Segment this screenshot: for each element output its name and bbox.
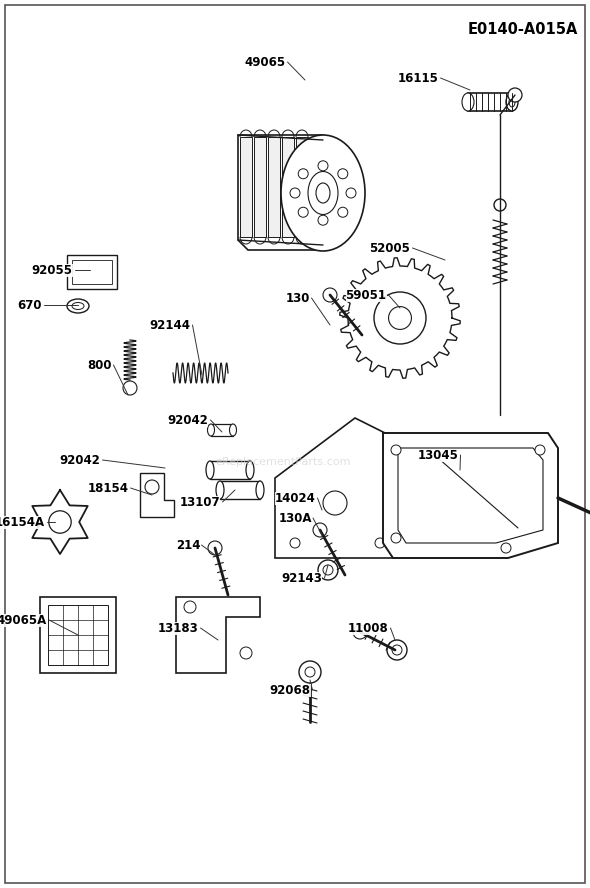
Text: 16154A: 16154A [0, 516, 45, 528]
Text: 92042: 92042 [60, 454, 100, 466]
Text: 49065A: 49065A [0, 614, 47, 627]
Circle shape [391, 533, 401, 543]
Circle shape [338, 169, 348, 178]
Circle shape [389, 306, 411, 329]
Text: 59051: 59051 [346, 289, 386, 302]
Circle shape [391, 445, 401, 455]
Text: 214: 214 [176, 538, 200, 551]
Text: 92143: 92143 [281, 572, 323, 584]
Circle shape [392, 645, 402, 655]
Text: 92068: 92068 [270, 684, 310, 696]
Text: 52005: 52005 [369, 242, 411, 255]
Ellipse shape [308, 171, 338, 215]
Text: 130: 130 [286, 291, 310, 305]
Ellipse shape [509, 97, 515, 107]
Polygon shape [275, 418, 395, 558]
Ellipse shape [206, 461, 214, 479]
Circle shape [353, 625, 367, 639]
Circle shape [374, 292, 426, 344]
Polygon shape [468, 93, 512, 111]
Polygon shape [254, 137, 266, 237]
Ellipse shape [216, 481, 224, 499]
Circle shape [313, 523, 327, 537]
Polygon shape [268, 137, 280, 237]
Text: 670: 670 [18, 298, 42, 312]
Circle shape [323, 288, 337, 302]
Text: 18154: 18154 [87, 481, 129, 495]
Circle shape [49, 511, 71, 533]
Circle shape [323, 565, 333, 575]
Circle shape [240, 647, 252, 659]
Text: 800: 800 [88, 359, 112, 371]
Circle shape [318, 215, 328, 226]
Bar [72, 260, 112, 284]
Circle shape [298, 169, 308, 178]
Polygon shape [240, 137, 252, 237]
Polygon shape [296, 137, 308, 237]
Ellipse shape [256, 481, 264, 499]
Bar [210, 461, 250, 479]
Circle shape [323, 491, 347, 515]
Circle shape [501, 543, 511, 553]
Text: 92144: 92144 [149, 319, 191, 331]
Circle shape [208, 541, 222, 555]
Text: 92042: 92042 [168, 414, 208, 426]
Bar [40, 597, 116, 673]
Ellipse shape [462, 93, 474, 111]
Circle shape [338, 207, 348, 218]
Bar [48, 605, 108, 665]
Circle shape [508, 88, 522, 102]
Ellipse shape [230, 424, 237, 436]
Circle shape [318, 161, 328, 170]
Text: 130A: 130A [278, 511, 312, 525]
Ellipse shape [316, 183, 330, 203]
Circle shape [346, 188, 356, 198]
Polygon shape [238, 135, 323, 250]
Text: 92055: 92055 [31, 264, 73, 276]
Circle shape [290, 188, 300, 198]
Ellipse shape [208, 424, 215, 436]
Circle shape [375, 538, 385, 548]
Ellipse shape [72, 303, 84, 310]
Text: 13045: 13045 [418, 448, 458, 462]
Ellipse shape [67, 299, 89, 313]
Polygon shape [383, 433, 558, 558]
Text: E0140-A015A: E0140-A015A [468, 22, 578, 37]
Polygon shape [398, 448, 543, 543]
Circle shape [387, 640, 407, 660]
Bar [67, 255, 117, 289]
Text: 16115: 16115 [398, 72, 438, 84]
Circle shape [535, 445, 545, 455]
Circle shape [145, 480, 159, 494]
Ellipse shape [281, 135, 365, 251]
Text: 13183: 13183 [158, 622, 198, 635]
Text: 14024: 14024 [274, 491, 316, 504]
Circle shape [494, 199, 506, 211]
Polygon shape [282, 137, 294, 237]
Circle shape [318, 560, 338, 580]
Bar [220, 481, 260, 499]
Circle shape [184, 601, 196, 613]
Polygon shape [140, 473, 174, 517]
Circle shape [305, 667, 315, 677]
Polygon shape [176, 597, 260, 673]
Circle shape [299, 661, 321, 683]
Text: 13107: 13107 [180, 496, 220, 509]
Circle shape [123, 381, 137, 395]
Text: eReplacementParts.com: eReplacementParts.com [215, 456, 351, 467]
Ellipse shape [506, 93, 518, 111]
Circle shape [298, 207, 308, 218]
Bar [211, 424, 233, 436]
Circle shape [290, 538, 300, 548]
Text: 11008: 11008 [348, 622, 388, 635]
Text: 49065: 49065 [244, 56, 286, 68]
Ellipse shape [246, 461, 254, 479]
